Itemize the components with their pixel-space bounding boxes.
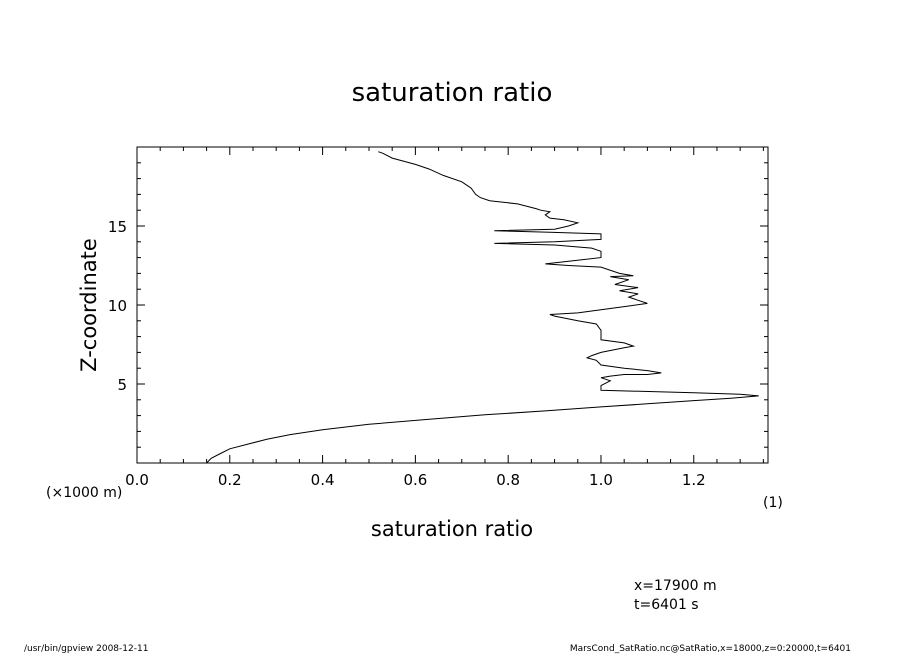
time-label: t=6401 s bbox=[634, 597, 699, 613]
x-tick-label: 0.4 bbox=[311, 471, 335, 489]
x-axis-label: saturation ratio bbox=[371, 517, 533, 541]
y-tick-label: 5 bbox=[117, 376, 127, 394]
x-tick-labels: 0.0 0.2 0.4 0.6 0.8 1.0 1.2 bbox=[125, 471, 706, 489]
chart-title: saturation ratio bbox=[352, 78, 553, 108]
x-tick-label: 0.6 bbox=[403, 471, 427, 489]
y-axis-unit: (×1000 m) bbox=[46, 485, 122, 501]
x-axis-unit: (1) bbox=[763, 495, 783, 511]
axis-ticks bbox=[136, 147, 768, 463]
x-tick-label: 0.2 bbox=[218, 471, 242, 489]
y-tick-label: 15 bbox=[108, 218, 127, 236]
x-position-label: x=17900 m bbox=[634, 578, 717, 594]
y-axis-label: Z-coordinate bbox=[77, 238, 101, 372]
y-tick-labels: 5 10 15 bbox=[108, 218, 127, 394]
footer-left: /usr/bin/gpview 2008-12-11 bbox=[24, 644, 148, 654]
x-tick-label: 0.0 bbox=[125, 471, 149, 489]
plot-frame bbox=[136, 146, 769, 464]
x-tick-label: 1.2 bbox=[682, 471, 706, 489]
saturation-ratio-line bbox=[206, 151, 759, 464]
y-tick-label: 10 bbox=[108, 297, 127, 315]
x-tick-label: 0.8 bbox=[496, 471, 520, 489]
x-tick-label: 1.0 bbox=[589, 471, 613, 489]
footer-right: MarsCond_SatRatio.nc@SatRatio,x=18000,z=… bbox=[570, 644, 851, 654]
